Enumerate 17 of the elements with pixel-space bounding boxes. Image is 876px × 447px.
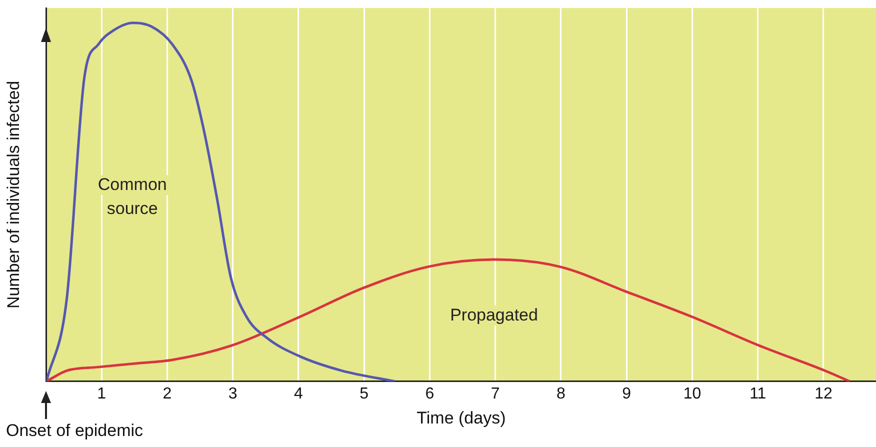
x-tick-label: 12 (814, 385, 832, 402)
x-tick-label: 2 (162, 385, 172, 402)
x-tick-label: 6 (425, 385, 434, 402)
x-tick-label: 5 (360, 385, 369, 402)
x-tick-label: 1 (97, 385, 106, 402)
x-tick-label: 7 (490, 385, 500, 402)
x-axis-title: Time (days) (416, 408, 506, 428)
text: Propagated (450, 305, 538, 324)
x-tick-label: 11 (750, 385, 766, 402)
text: Onset of epidemic (6, 421, 144, 442)
x-tick-label: 9 (622, 385, 632, 402)
y-axis-title: Number of individuals infected (4, 80, 23, 309)
x-tick-label: 10 (683, 385, 702, 402)
series-label: Common source (98, 175, 167, 218)
x-tick-label: 4 (294, 385, 303, 402)
x-tick-label: 3 (228, 385, 238, 402)
x-tick-label: 8 (556, 385, 566, 402)
